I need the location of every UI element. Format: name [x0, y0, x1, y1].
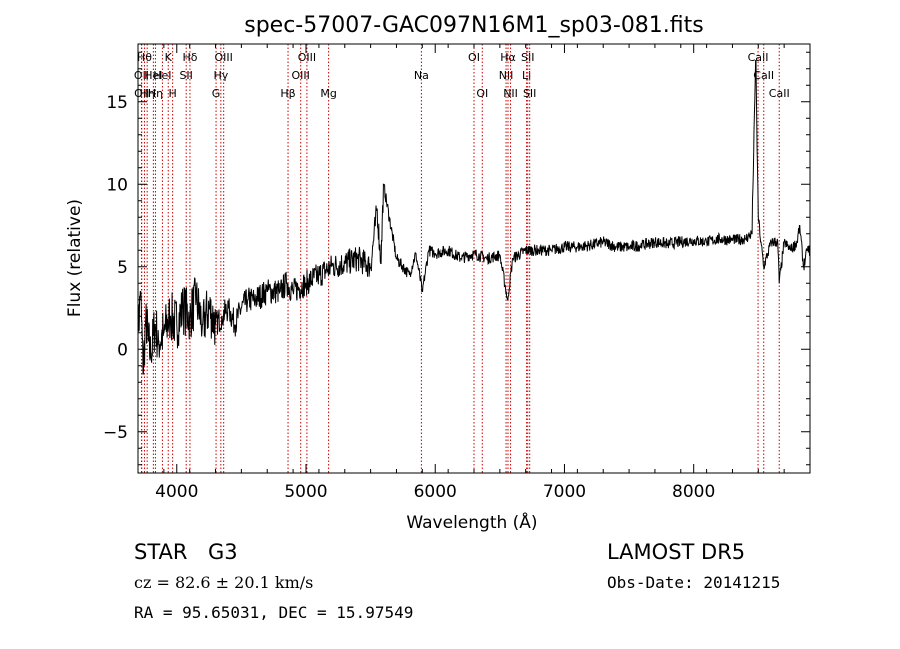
line-marker-label: Mg [320, 87, 336, 100]
line-marker-label: Hδ [182, 51, 197, 64]
line-marker-label: G [212, 87, 221, 100]
y-tick-label: 10 [106, 175, 128, 195]
line-marker-label: OI [476, 87, 488, 100]
line-marker-label: Hη [148, 87, 163, 100]
observation-date: Obs-Date: 20141215 [607, 573, 781, 592]
spectral-subclass: G3 [208, 540, 238, 564]
line-marker-label: HeI [153, 69, 171, 82]
line-marker-label: OIII [292, 69, 310, 82]
chart-title: spec-57007-GAC097N16M1_sp03-081.fits [244, 13, 704, 38]
line-marker-label: SII [523, 87, 536, 100]
x-tick-label: 5000 [284, 482, 327, 502]
axes: 4000 5000 6000 7000 8000 −5 0 5 10 15 [103, 44, 811, 502]
y-tick-label: 15 [106, 93, 128, 113]
line-marker-label: NII [503, 87, 518, 100]
line-marker-label: Li [522, 69, 531, 82]
line-marker-label: Na [414, 69, 429, 82]
x-tick-label: 4000 [155, 482, 198, 502]
x-tick-label: 8000 [672, 482, 715, 502]
spectrum-line [137, 60, 811, 375]
line-marker-label: Hγ [213, 69, 228, 82]
y-axis-label: Flux (relative) [65, 199, 85, 317]
object-type: STAR [134, 540, 188, 564]
redshift-value: cz = 82.6 ± 20.1 km/s [134, 573, 314, 592]
y-tick-label: −5 [103, 423, 128, 443]
x-axis-label: Wavelength (Å) [406, 511, 537, 533]
line-marker-label: OIII [298, 51, 316, 64]
coordinates: RA = 95.65031, DEC = 15.97549 [134, 603, 414, 622]
plot-frame [137, 43, 811, 474]
line-marker-label: Hα [500, 51, 516, 64]
line-marker-label: K [165, 51, 173, 64]
line-marker-label: OI [468, 51, 480, 64]
line-marker-label: SII [179, 69, 192, 82]
line-marker-label: NII [499, 69, 514, 82]
y-tick-label: 0 [117, 340, 128, 360]
line-marker-label: CaII [753, 69, 774, 82]
line-marker-label: OIII [214, 51, 232, 64]
line-marker-label: Hθ [137, 51, 152, 64]
x-tick-label: 7000 [543, 482, 586, 502]
x-tick-label: 6000 [414, 482, 457, 502]
line-marker-label: CaII [769, 87, 790, 100]
survey-name: LAMOST DR5 [607, 540, 746, 564]
line-marker-label: CaII [748, 51, 769, 64]
emission-line-markers: OIIOIIHθHηHeIHηHeIKHSIIHδGHγOIIIHβOIIIOI… [134, 44, 790, 473]
y-tick-label: 5 [117, 258, 128, 278]
line-marker-label: SII [521, 51, 534, 64]
line-marker-label: HeI [144, 69, 162, 82]
line-marker-label: Hβ [280, 87, 295, 100]
line-marker-label: Hη [140, 87, 155, 100]
line-marker-label: H [168, 87, 176, 100]
